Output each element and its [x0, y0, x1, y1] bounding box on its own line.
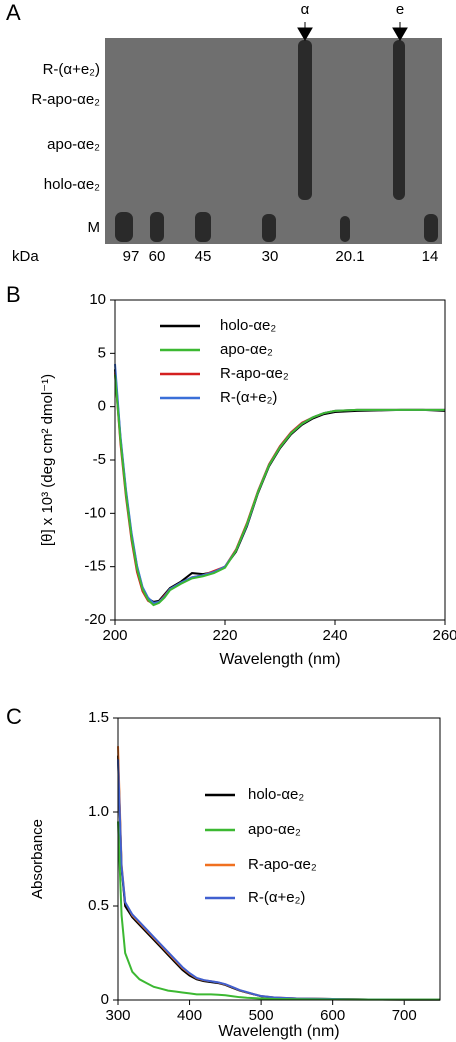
x-tick-label: 400: [177, 1007, 202, 1024]
x-axis-label: Wavelength (nm): [219, 651, 340, 668]
legend-label: apo-αe₂: [248, 821, 301, 838]
y-tick-label: -5: [93, 451, 106, 468]
y-tick-label: 10: [89, 291, 106, 308]
lane-label: M: [88, 219, 101, 236]
x-tick-label: 500: [249, 1007, 274, 1024]
marker-label: 30: [262, 248, 279, 265]
arrow-label: e: [396, 1, 404, 18]
marker-label: 20.1: [335, 248, 364, 265]
y-tick-label: -10: [84, 504, 106, 521]
y-tick-label: 0.5: [88, 897, 109, 914]
legend-label: apo-αe₂: [220, 341, 273, 358]
arrow-label: α: [301, 1, 310, 18]
series-line: [114, 369, 446, 603]
legend-label: holo-αe₂: [220, 317, 276, 334]
series-line: [114, 374, 445, 607]
marker-label: 97: [123, 248, 140, 265]
series-line: [114, 363, 445, 605]
x-tick-label: 260: [432, 627, 456, 644]
lane-label: R-apo-αe₂: [31, 91, 100, 108]
series-line: [114, 372, 445, 606]
y-axis-label: [θ] x 10³ (deg cm² dmol⁻¹): [39, 374, 56, 546]
plot-frame: [114, 299, 446, 621]
panel-label: A: [6, 0, 21, 25]
lane-label: holo-αe₂: [44, 176, 100, 193]
x-tick-label: 220: [212, 627, 237, 644]
x-tick-label: 600: [320, 1007, 345, 1024]
marker-label: 45: [195, 248, 212, 265]
x-axis-label: Wavelength (nm): [218, 1023, 339, 1040]
legend-label: R-(α+e₂): [220, 389, 277, 406]
legend-label: R-apo-αe₂: [248, 856, 317, 873]
legend-label: R-apo-αe₂: [220, 365, 289, 382]
lane-label: R-(α+e₂): [43, 61, 100, 78]
gel: [105, 38, 442, 244]
legend-label: R-(α+e₂): [248, 889, 305, 906]
y-tick-label: 0: [98, 398, 106, 415]
series-line: [117, 759, 440, 1001]
y-tick-label: 1.5: [88, 709, 109, 726]
panel-label: B: [6, 282, 21, 307]
y-tick-label: 1.0: [88, 803, 109, 820]
lane-label: apo-αe₂: [47, 136, 100, 153]
y-tick-label: 0: [101, 991, 109, 1008]
y-tick-label: -20: [84, 611, 106, 628]
x-tick-label: 300: [105, 1007, 130, 1024]
y-axis-label: Absorbance: [29, 819, 46, 899]
marker-label: 60: [149, 248, 166, 265]
y-tick-label: 5: [98, 344, 106, 361]
x-tick-label: 200: [102, 627, 127, 644]
x-tick-label: 240: [322, 627, 347, 644]
panel-label: C: [6, 704, 22, 729]
plot-frame: [117, 717, 441, 1001]
y-tick-label: -15: [84, 558, 106, 575]
arrows: [297, 22, 408, 41]
gel-bands: [115, 40, 438, 242]
x-tick-label: 700: [392, 1007, 417, 1024]
series-line: [117, 821, 440, 1001]
legend-label: holo-αe₂: [248, 786, 304, 803]
unit-label: kDa: [12, 248, 39, 265]
marker-label: 14: [422, 248, 439, 265]
